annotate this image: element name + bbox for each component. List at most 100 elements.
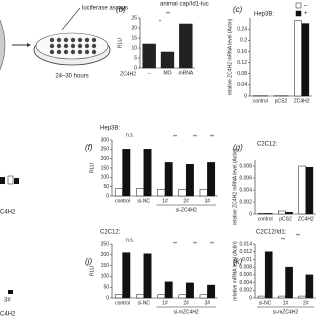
bar [294,20,302,97]
bar [142,43,156,69]
y-tick-label: 0.16 [237,49,247,55]
y-axis-label: RLU [89,163,95,173]
fragment-bar [0,177,5,184]
annotation: ** [296,233,300,239]
y-tick-label: 0 [106,295,109,301]
bar [122,149,131,197]
y-tick-label: 25 [131,15,137,21]
y-tick-label: 20 [131,25,137,31]
bar [301,23,310,97]
chart-title: C2C12: [100,230,121,236]
x-tick-label: MO [163,70,171,76]
x-tick-label: control [258,216,273,222]
y-tick-label: 0.006 [239,272,252,278]
well [91,49,97,55]
y-axis-label: relative ZC4H2 mRNA level (Actin) [232,148,238,225]
group-label: si-mZC4H2 [273,309,298,315]
bar [164,281,173,299]
y-tick-label: 100 [101,175,110,181]
y-tick-label: 0.004 [239,187,252,193]
x-tick-label: 1# [162,300,168,306]
bar [207,162,216,197]
y-tick-label: 15 [131,35,137,41]
x-tick-label: control [253,98,268,104]
well [84,43,90,49]
y-tick-label: 0 [134,65,137,71]
time-label: 24–30 hours [55,74,88,80]
x-tick-label: ZC4H2 [298,216,314,222]
bar [143,253,152,299]
well [63,37,69,43]
x-tick-label: – [148,70,151,76]
chart-title: C2C12/Id1: [256,230,287,236]
well [56,37,62,43]
fragment-bar [8,290,13,294]
fragment-bar [7,175,14,185]
bar [199,189,208,197]
y-tick-label: 150 [101,165,110,171]
bar [143,149,152,197]
bar [122,252,131,299]
annotation: n.s. [126,132,134,138]
bar [164,162,173,197]
well [84,49,90,55]
bar [178,294,187,299]
bar [157,189,166,197]
bar [178,189,187,197]
bar [264,213,273,215]
legend-swatch [295,2,302,9]
well [49,43,55,49]
y-tick-label: 0.006 [239,175,252,181]
well [56,49,62,55]
x-tick-label: ZC4H2 [294,98,310,104]
x-tick-label: si-NC [138,300,151,306]
annotation: ** [210,134,214,140]
y-tick-label: 0.24 [237,26,247,32]
well [84,37,90,43]
y-tick-label: 0 [249,295,252,301]
legend-label: + [304,11,308,17]
y-tick-label: 300 [101,137,110,143]
annotation: ** [193,241,197,247]
well [70,43,76,49]
annotation: n.s. [126,237,134,243]
chart-title: C2C12: [257,142,278,148]
y-tick-label: 0.002 [239,288,252,294]
bar [136,188,145,197]
y-tick-label: 0.012 [239,249,252,255]
x-tick-label: si-NC [138,198,151,204]
panel-label: (b) [116,5,126,14]
row-label: ZC4H2 [120,71,136,77]
bar [298,295,307,299]
y-tick-label: 50 [103,184,109,190]
bar [285,266,293,299]
x-tick-label: 3# [205,198,211,204]
fragment: C4H2 [0,210,16,216]
y-tick-label: 0.002 [239,199,252,205]
bar [207,284,216,299]
y-tick-label: 0.2 [240,38,247,44]
bar [157,294,166,299]
panel-label: (j) [85,257,92,266]
fragment: 3# [4,298,11,304]
y-axis-label: relative mRNA level (Actin) [232,241,238,301]
x-tick-label: pCS2 [279,216,292,222]
well [63,43,69,49]
y-tick-label: 0.008 [239,264,252,270]
y-tick-label: 10 [131,45,137,51]
x-tick-label: mRNA [178,70,193,76]
x-tick-label: control [115,198,130,204]
bar [305,166,314,215]
x-tick-label: control [115,300,130,306]
annotation: ** [281,237,285,243]
bar [136,294,145,299]
y-tick-label: 0.014 [239,241,252,247]
annotation: ** [210,241,214,247]
y-tick-label: 0.008 [239,163,252,169]
y-tick-label: 50 [103,285,109,291]
well [49,49,55,55]
bar [199,294,208,299]
panel-label: (c) [233,5,243,14]
group-label: si-ZC4H2 [176,207,197,213]
